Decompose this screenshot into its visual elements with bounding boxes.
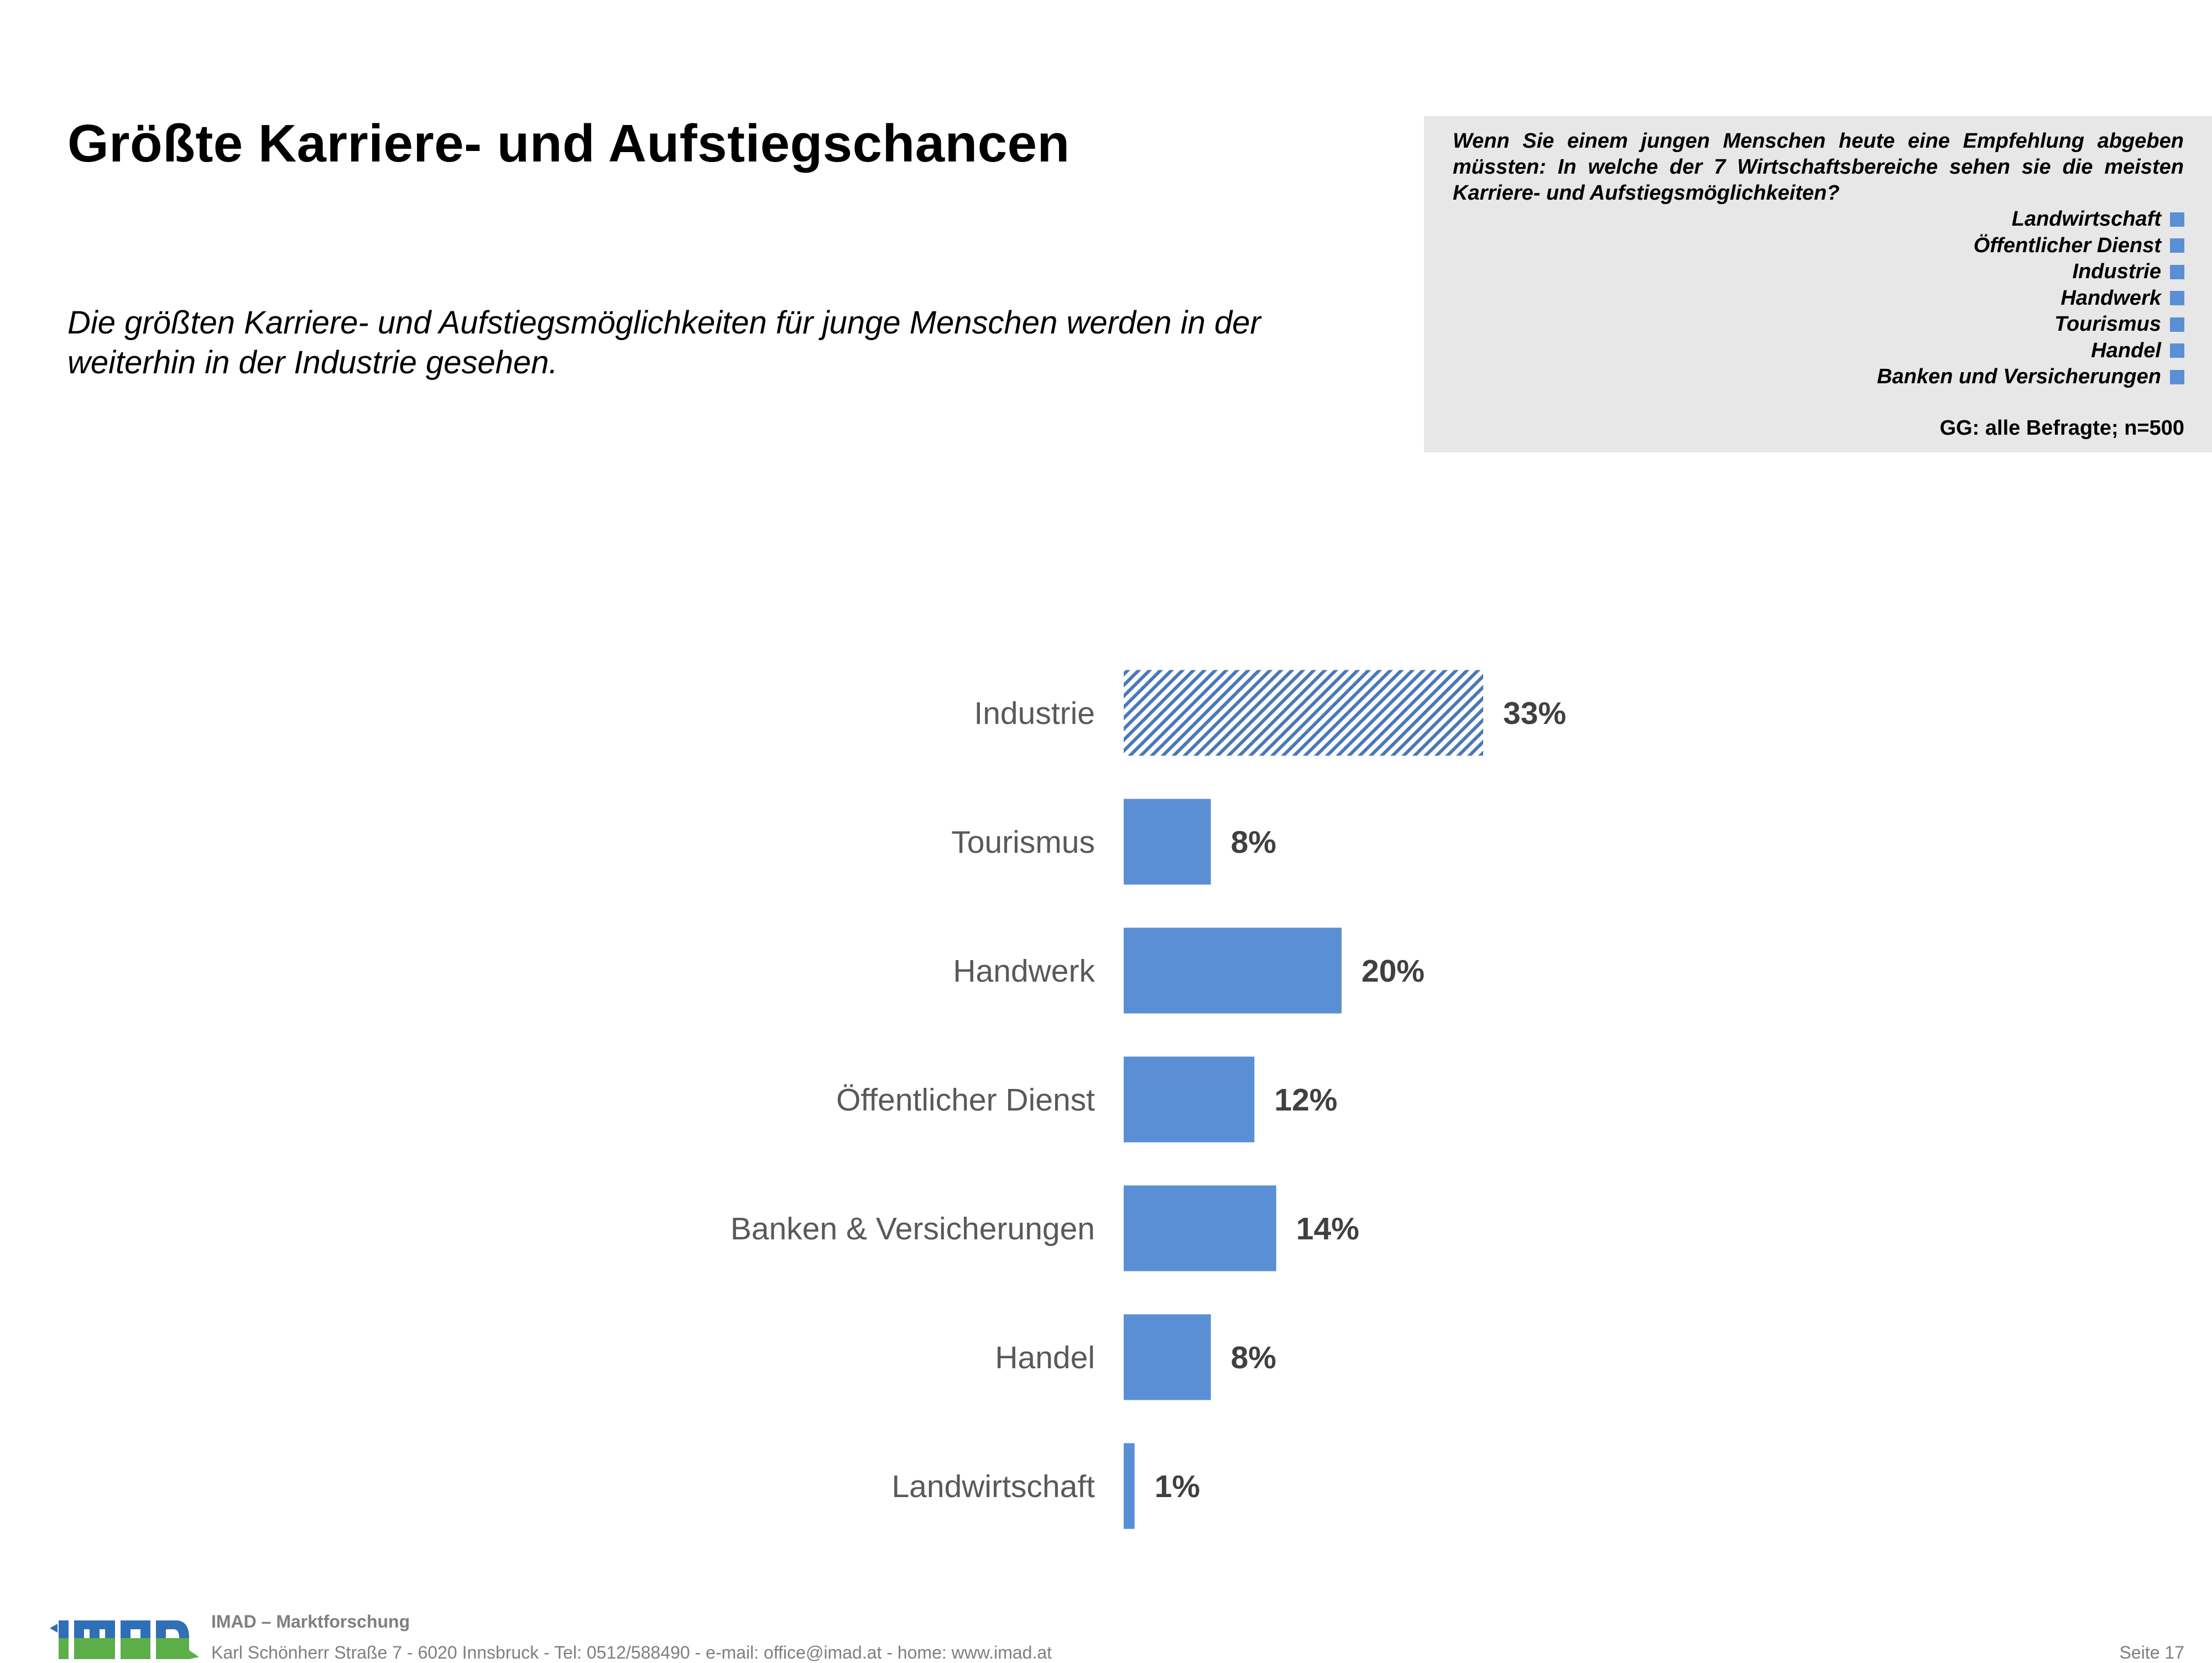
chart-marks: Industrie 33% Tourismus 8% Handwerk 20% Öffent… xyxy=(731,670,1566,1529)
category-label: Banken & Versicherungen xyxy=(731,1211,1095,1247)
imad-logo xyxy=(50,1620,199,1659)
value-label: 1% xyxy=(1155,1469,1200,1504)
legend-swatch-icon xyxy=(2170,264,2184,279)
legend-label: Landwirtschaft xyxy=(2011,207,2161,231)
legend-swatch-icon xyxy=(2170,291,2184,306)
legend-label: Tourismus xyxy=(2054,312,2161,336)
page-subtitle: Die größten Karriere- und Aufstiegsmögli… xyxy=(67,305,1261,380)
legend-item-handwerk: Handwerk xyxy=(1877,285,2184,312)
legend-item-tourismus: Tourismus xyxy=(1877,311,2184,338)
value-label: 8% xyxy=(1231,1340,1276,1375)
legend-label: Industrie xyxy=(2072,260,2161,284)
category-label: Industrie xyxy=(974,696,1095,731)
footer-company: IMAD – Marktforschung xyxy=(211,1612,410,1631)
page-number: Seite 17 xyxy=(2119,1643,2184,1662)
bar-industrie xyxy=(1124,670,1484,756)
category-label: Handel xyxy=(995,1340,1095,1375)
value-label: 8% xyxy=(1231,825,1276,860)
legend-item-industrie: Industrie xyxy=(1877,259,2184,285)
value-label: 20% xyxy=(1361,953,1425,989)
value-label: 12% xyxy=(1274,1082,1337,1118)
legend-swatch-icon xyxy=(2170,369,2184,384)
legend-item-banken: Banken und Versicherungen xyxy=(1877,364,2184,390)
value-label: 14% xyxy=(1296,1211,1359,1247)
legend-item-oeffentlicher-dienst: Öffentlicher Dienst xyxy=(1877,233,2184,259)
question-info-box: Wenn Sie einem jungen Menschen heute ein… xyxy=(1424,116,2212,452)
category-label: Handwerk xyxy=(953,953,1095,989)
legend-label: Handwerk xyxy=(2060,286,2161,310)
info-legend: Landwirtschaft Öffentlicher Dienst Indus… xyxy=(1877,206,2184,390)
page-title: Größte Karriere- und Aufstiegschancen xyxy=(67,114,1070,173)
legend-label: Handel xyxy=(2091,338,2161,362)
category-label: Tourismus xyxy=(951,825,1095,860)
legend-swatch-icon xyxy=(2170,317,2184,332)
legend-swatch-icon xyxy=(2170,212,2184,227)
category-label: Landwirtschaft xyxy=(891,1469,1095,1504)
value-label: 33% xyxy=(1503,696,1566,731)
category-label: Öffentlicher Dienst xyxy=(836,1082,1095,1118)
legend-item-landwirtschaft: Landwirtschaft xyxy=(1877,206,2184,233)
bar-tourismus xyxy=(1124,799,1211,885)
survey-question: Wenn Sie einem jungen Menschen heute ein… xyxy=(1453,129,2184,205)
legend-swatch-icon xyxy=(2170,238,2184,253)
legend-label: Banken und Versicherungen xyxy=(1877,365,2161,389)
legend-swatch-icon xyxy=(2170,343,2184,358)
footer-address: Karl Schönherr Straße 7 - 6020 Innsbruck… xyxy=(211,1643,1052,1662)
bar-handel xyxy=(1124,1314,1211,1400)
bar-banken-versicherungen xyxy=(1124,1185,1276,1271)
bar-handwerk xyxy=(1124,927,1342,1014)
bar-landwirtschaft xyxy=(1124,1443,1135,1529)
bar-ffentlicher-dienst xyxy=(1124,1056,1255,1143)
sample-base-note: GG: alle Befragte; n=500 xyxy=(1939,416,2184,440)
legend-item-handel: Handel xyxy=(1877,338,2184,364)
legend-label: Öffentlicher Dienst xyxy=(1973,233,2161,257)
